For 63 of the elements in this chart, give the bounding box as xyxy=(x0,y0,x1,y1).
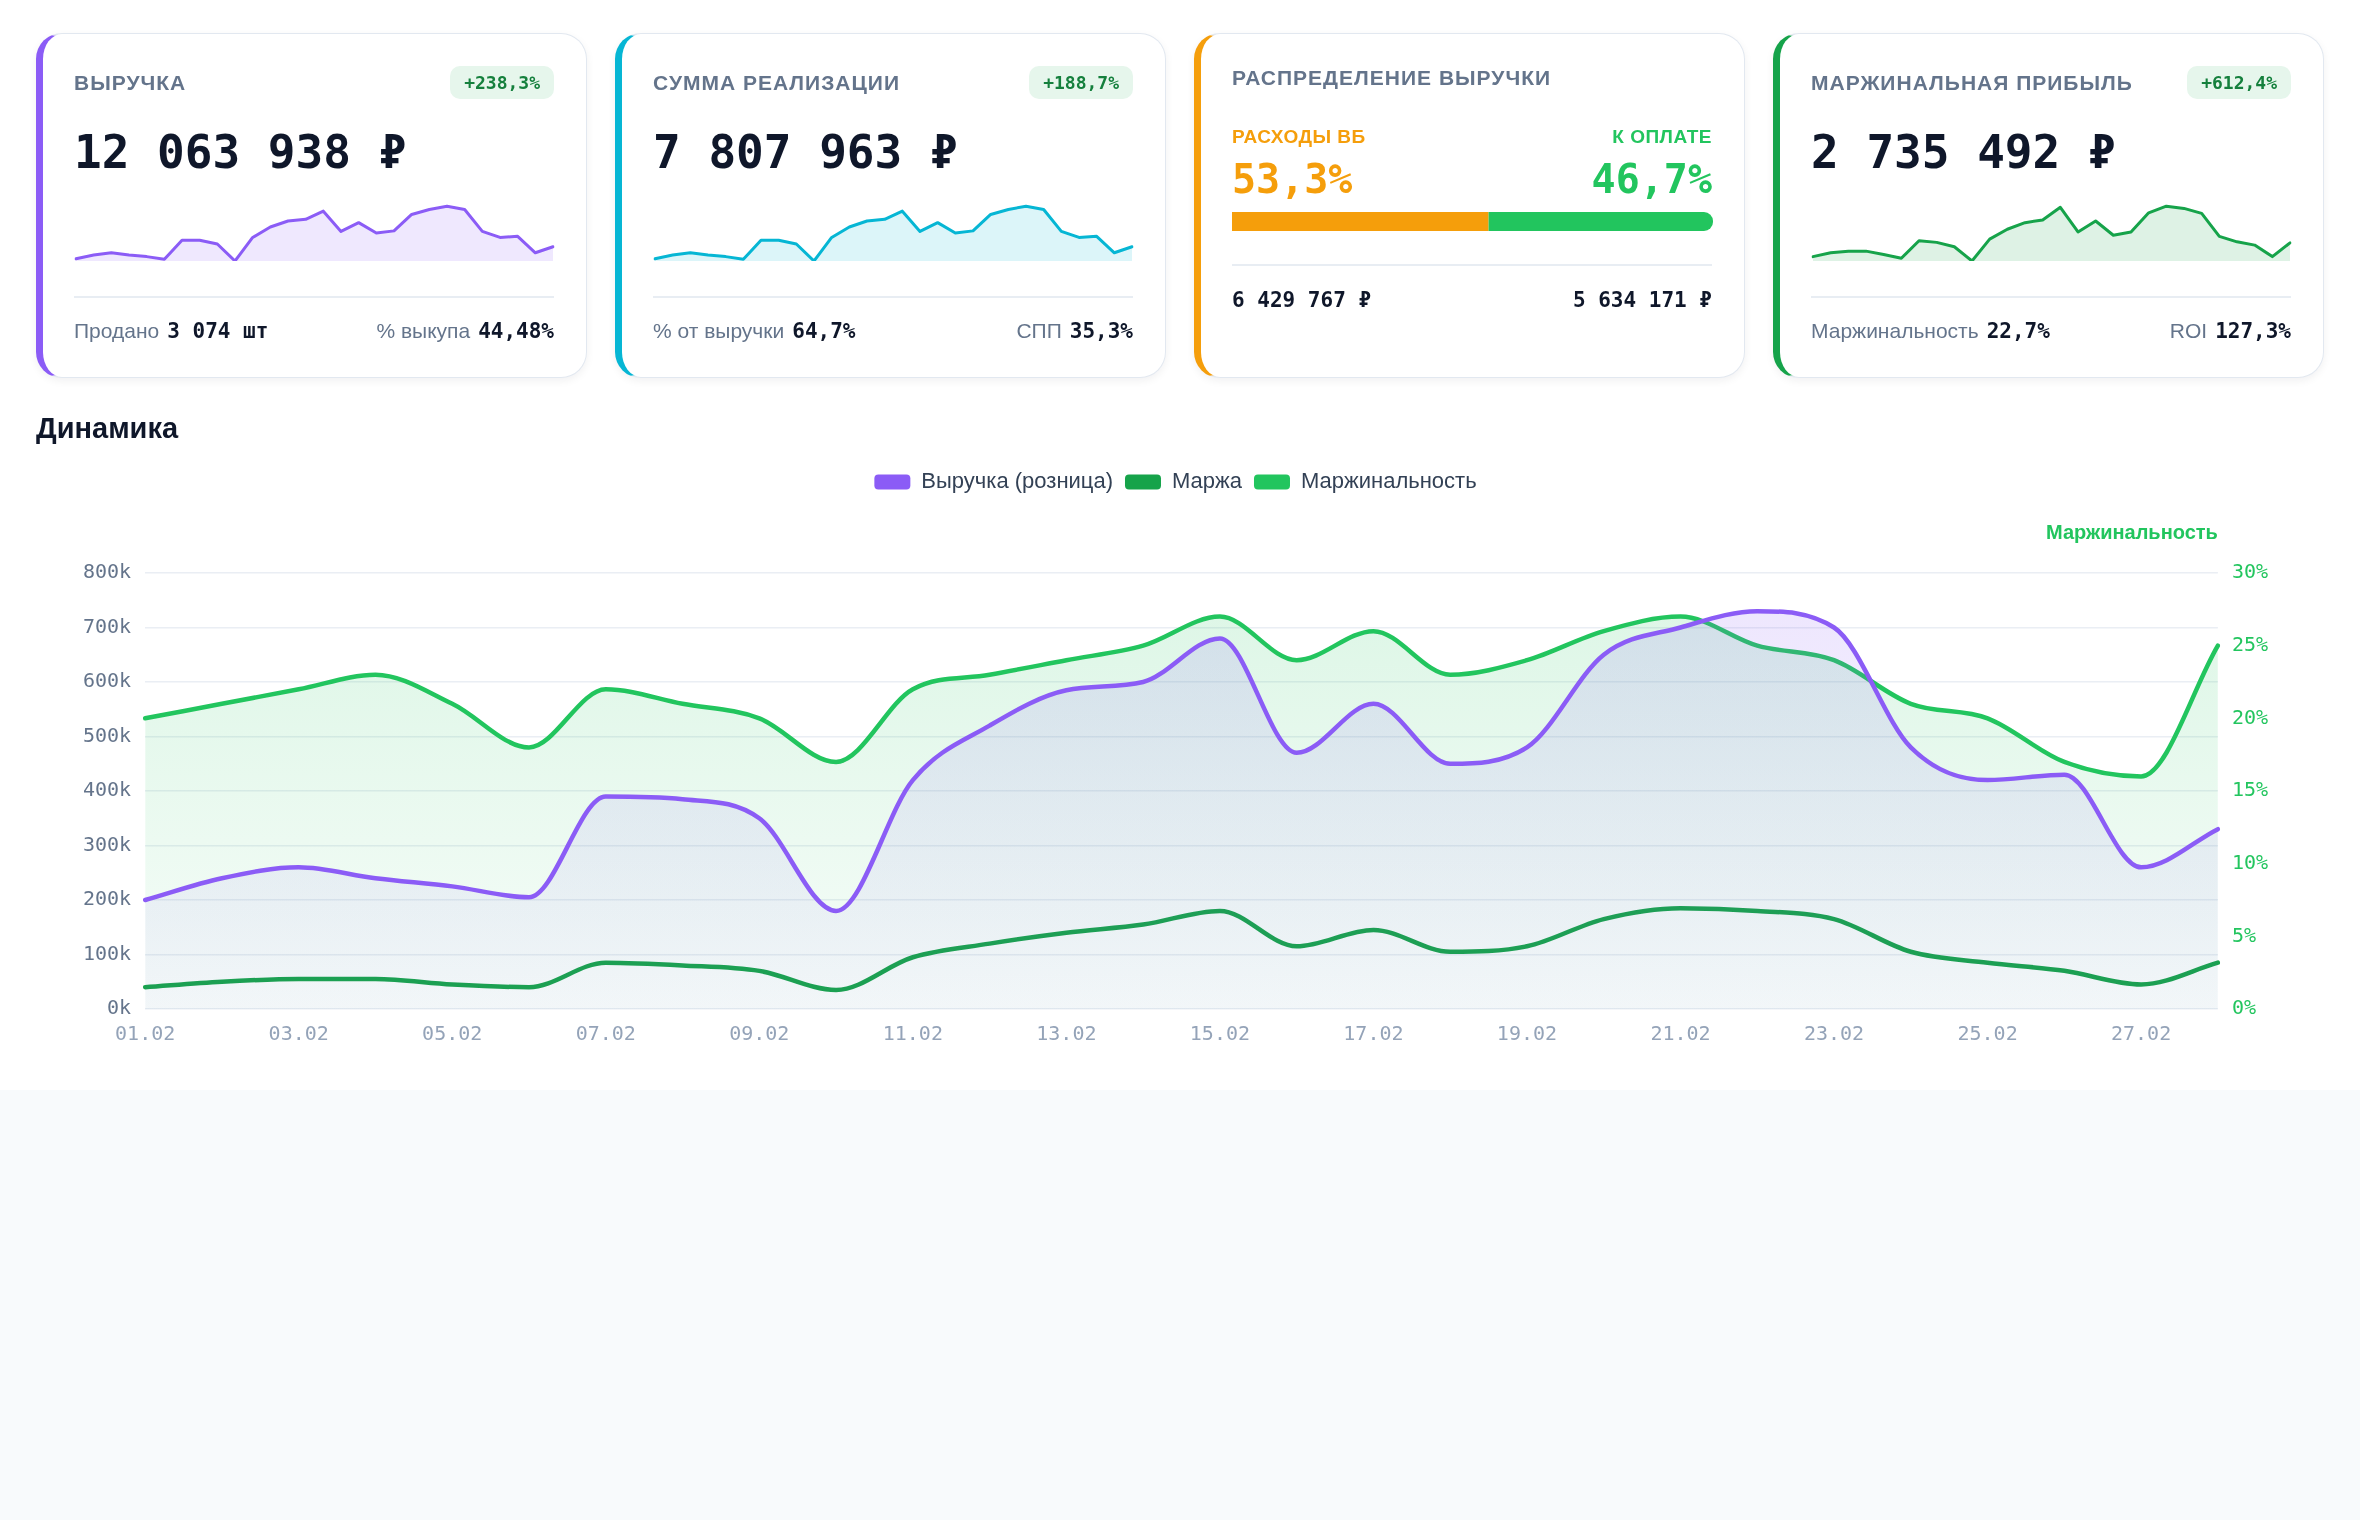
x-tick-label: 11.02 xyxy=(882,1021,943,1046)
x-tick-label: 23.02 xyxy=(1803,1021,1865,1046)
x-tick-label: 13.02 xyxy=(1036,1021,1097,1046)
x-tick-label: 25.02 xyxy=(1957,1021,2018,1046)
text: 6 429 767 ₽ xyxy=(1232,288,1372,312)
y-tick-label: 700k xyxy=(82,613,132,638)
y-tick-label: 500k xyxy=(82,722,132,747)
x-tick-label: 19.02 xyxy=(1496,1021,1558,1046)
y2-tick-label: 25% xyxy=(2231,631,2268,656)
text: 64,7% xyxy=(792,319,856,343)
x-tick-label: 09.02 xyxy=(729,1021,790,1046)
x-tick-label: 07.02 xyxy=(575,1021,636,1046)
data-label: 53,3% xyxy=(1232,156,1353,202)
text: 5 634 171 ₽ xyxy=(1572,288,1712,312)
text: 44,48% xyxy=(478,319,554,343)
y-tick-label: 100k xyxy=(82,940,132,965)
x-tick-label: 03.02 xyxy=(268,1021,329,1046)
y2-tick-label: 5% xyxy=(2231,922,2256,947)
text: 7 807 963 ₽ xyxy=(653,125,958,179)
y2-tick-label: 30% xyxy=(2231,559,2268,584)
x-tick-label: 17.02 xyxy=(1343,1021,1404,1046)
legend-label: Выручка (розница) xyxy=(921,468,1113,494)
text: % выкупа xyxy=(376,319,471,342)
y2-tick-label: 20% xyxy=(2231,704,2268,729)
legend-label: Маржинальность xyxy=(1300,468,1477,494)
y2-tick-label: 10% xyxy=(2231,849,2268,874)
text: ВЫРУЧКА xyxy=(74,71,187,95)
chart-title: Динамика xyxy=(36,411,179,445)
text: 3 074 шт xyxy=(167,319,269,343)
text: МАРЖИНАЛЬНАЯ ПРИБЫЛЬ xyxy=(1811,71,2133,95)
text: % от выручки xyxy=(653,319,785,342)
text: +238,3% xyxy=(450,66,554,99)
text: РАСХОДЫ ВБ xyxy=(1232,126,1366,148)
x-tick-label: 27.02 xyxy=(2111,1021,2172,1046)
y-tick-label: 0k xyxy=(107,995,132,1020)
data-label: 46,7% xyxy=(1591,156,1712,202)
text: +188,7% xyxy=(1029,66,1133,99)
text: Продано xyxy=(74,319,160,342)
text: СПП xyxy=(1016,319,1062,342)
text: +612,4% xyxy=(2187,66,2291,99)
x-tick-label: 05.02 xyxy=(422,1021,483,1046)
y-tick-label: 600k xyxy=(82,668,132,693)
text: Маржинальность xyxy=(1811,319,1979,342)
x-tick-label: 01.02 xyxy=(115,1021,176,1046)
text: 2 735 492 ₽ xyxy=(1811,125,2116,179)
text: 127,3% xyxy=(2215,319,2291,343)
y-tick-label: 300k xyxy=(82,831,132,856)
text: 22,7% xyxy=(1986,319,2050,343)
text: 12 063 938 ₽ xyxy=(74,125,407,179)
x-tick-label: 21.02 xyxy=(1650,1021,1711,1046)
y-tick-label: 400k xyxy=(82,777,132,802)
chart-title: РАСПРЕДЕЛЕНИЕ ВЫРУЧКИ xyxy=(1232,66,1552,90)
legend-label: Маржа xyxy=(1171,468,1243,494)
text: СУММА РЕАЛИЗАЦИИ xyxy=(653,71,901,95)
x-tick-label: 15.02 xyxy=(1189,1021,1251,1046)
text: ROI xyxy=(2169,319,2208,342)
y2-tick-label: 15% xyxy=(2231,777,2268,802)
text: К ОПЛАТЕ xyxy=(1612,126,1712,148)
text: 35,3% xyxy=(1069,319,1133,343)
y2-axis-title: Маржинальность xyxy=(2045,520,2218,543)
y-tick-label: 800k xyxy=(82,559,132,584)
y2-tick-label: 0% xyxy=(2231,995,2256,1020)
y-tick-label: 200k xyxy=(82,886,132,911)
